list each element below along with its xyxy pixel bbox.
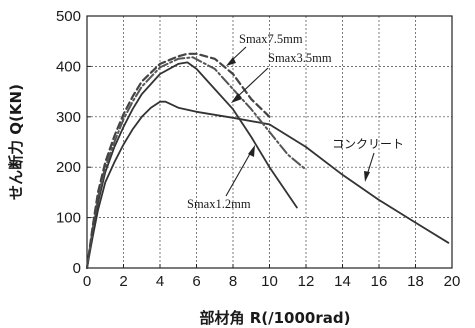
y-tick-label-300: 300: [56, 109, 81, 126]
x-tick-label-2: 2: [119, 273, 127, 290]
annotation-smax7-5-arrowhead: [226, 57, 236, 66]
y-tick-label-500: 500: [56, 8, 81, 25]
annotation-smax3-5-arrowhead: [231, 93, 242, 103]
series-line-smax3-5mm: [86, 56, 307, 269]
series-line-concrete: [86, 100, 450, 269]
annotation-smax3-5: Smax3.5mm: [268, 51, 332, 65]
x-tick-label-0: 0: [83, 273, 91, 290]
x-tick-label-4: 4: [156, 273, 164, 290]
x-tick-label-14: 14: [334, 273, 351, 290]
y-tick-label-400: 400: [56, 58, 81, 75]
annotation-smax3-5-leader: [235, 67, 269, 99]
series-lines: [85, 52, 450, 270]
series-line-smax7-5mm: [85, 52, 271, 270]
x-tick-label-12: 12: [298, 273, 315, 290]
x-axis-title: 部材角 R(/1000rad): [200, 309, 351, 327]
x-tick-label-6: 6: [192, 273, 200, 290]
annotation-smax7-5: Smax7.5mm: [239, 32, 303, 46]
annotation-concrete-arrowhead: [364, 171, 370, 182]
x-tick-label-18: 18: [407, 273, 424, 290]
x-tick-label-20: 20: [444, 273, 461, 290]
x-tick-label-8: 8: [229, 273, 237, 290]
annotations: Smax7.5mm Smax3.5mm Smax1.2mm コンクリート: [187, 32, 404, 211]
x-tick-label-16: 16: [371, 273, 388, 290]
annotation-smax1-2: Smax1.2mm: [187, 197, 251, 211]
y-tick-label-0: 0: [73, 260, 81, 277]
annotation-smax1-2-arrowhead: [248, 145, 255, 157]
annotation-concrete-leader: [366, 152, 375, 176]
annotation-concrete: コンクリート: [332, 137, 404, 151]
x-tick-label-10: 10: [261, 273, 278, 290]
series-line-smax1-2mm: [86, 61, 298, 269]
y-tick-label-200: 200: [56, 159, 81, 176]
grid: [87, 16, 452, 268]
y-tick-label-100: 100: [56, 210, 81, 227]
annotation-smax1-2-leader: [225, 151, 252, 197]
y-axis-title: せん断力 Q(KN): [7, 84, 25, 200]
